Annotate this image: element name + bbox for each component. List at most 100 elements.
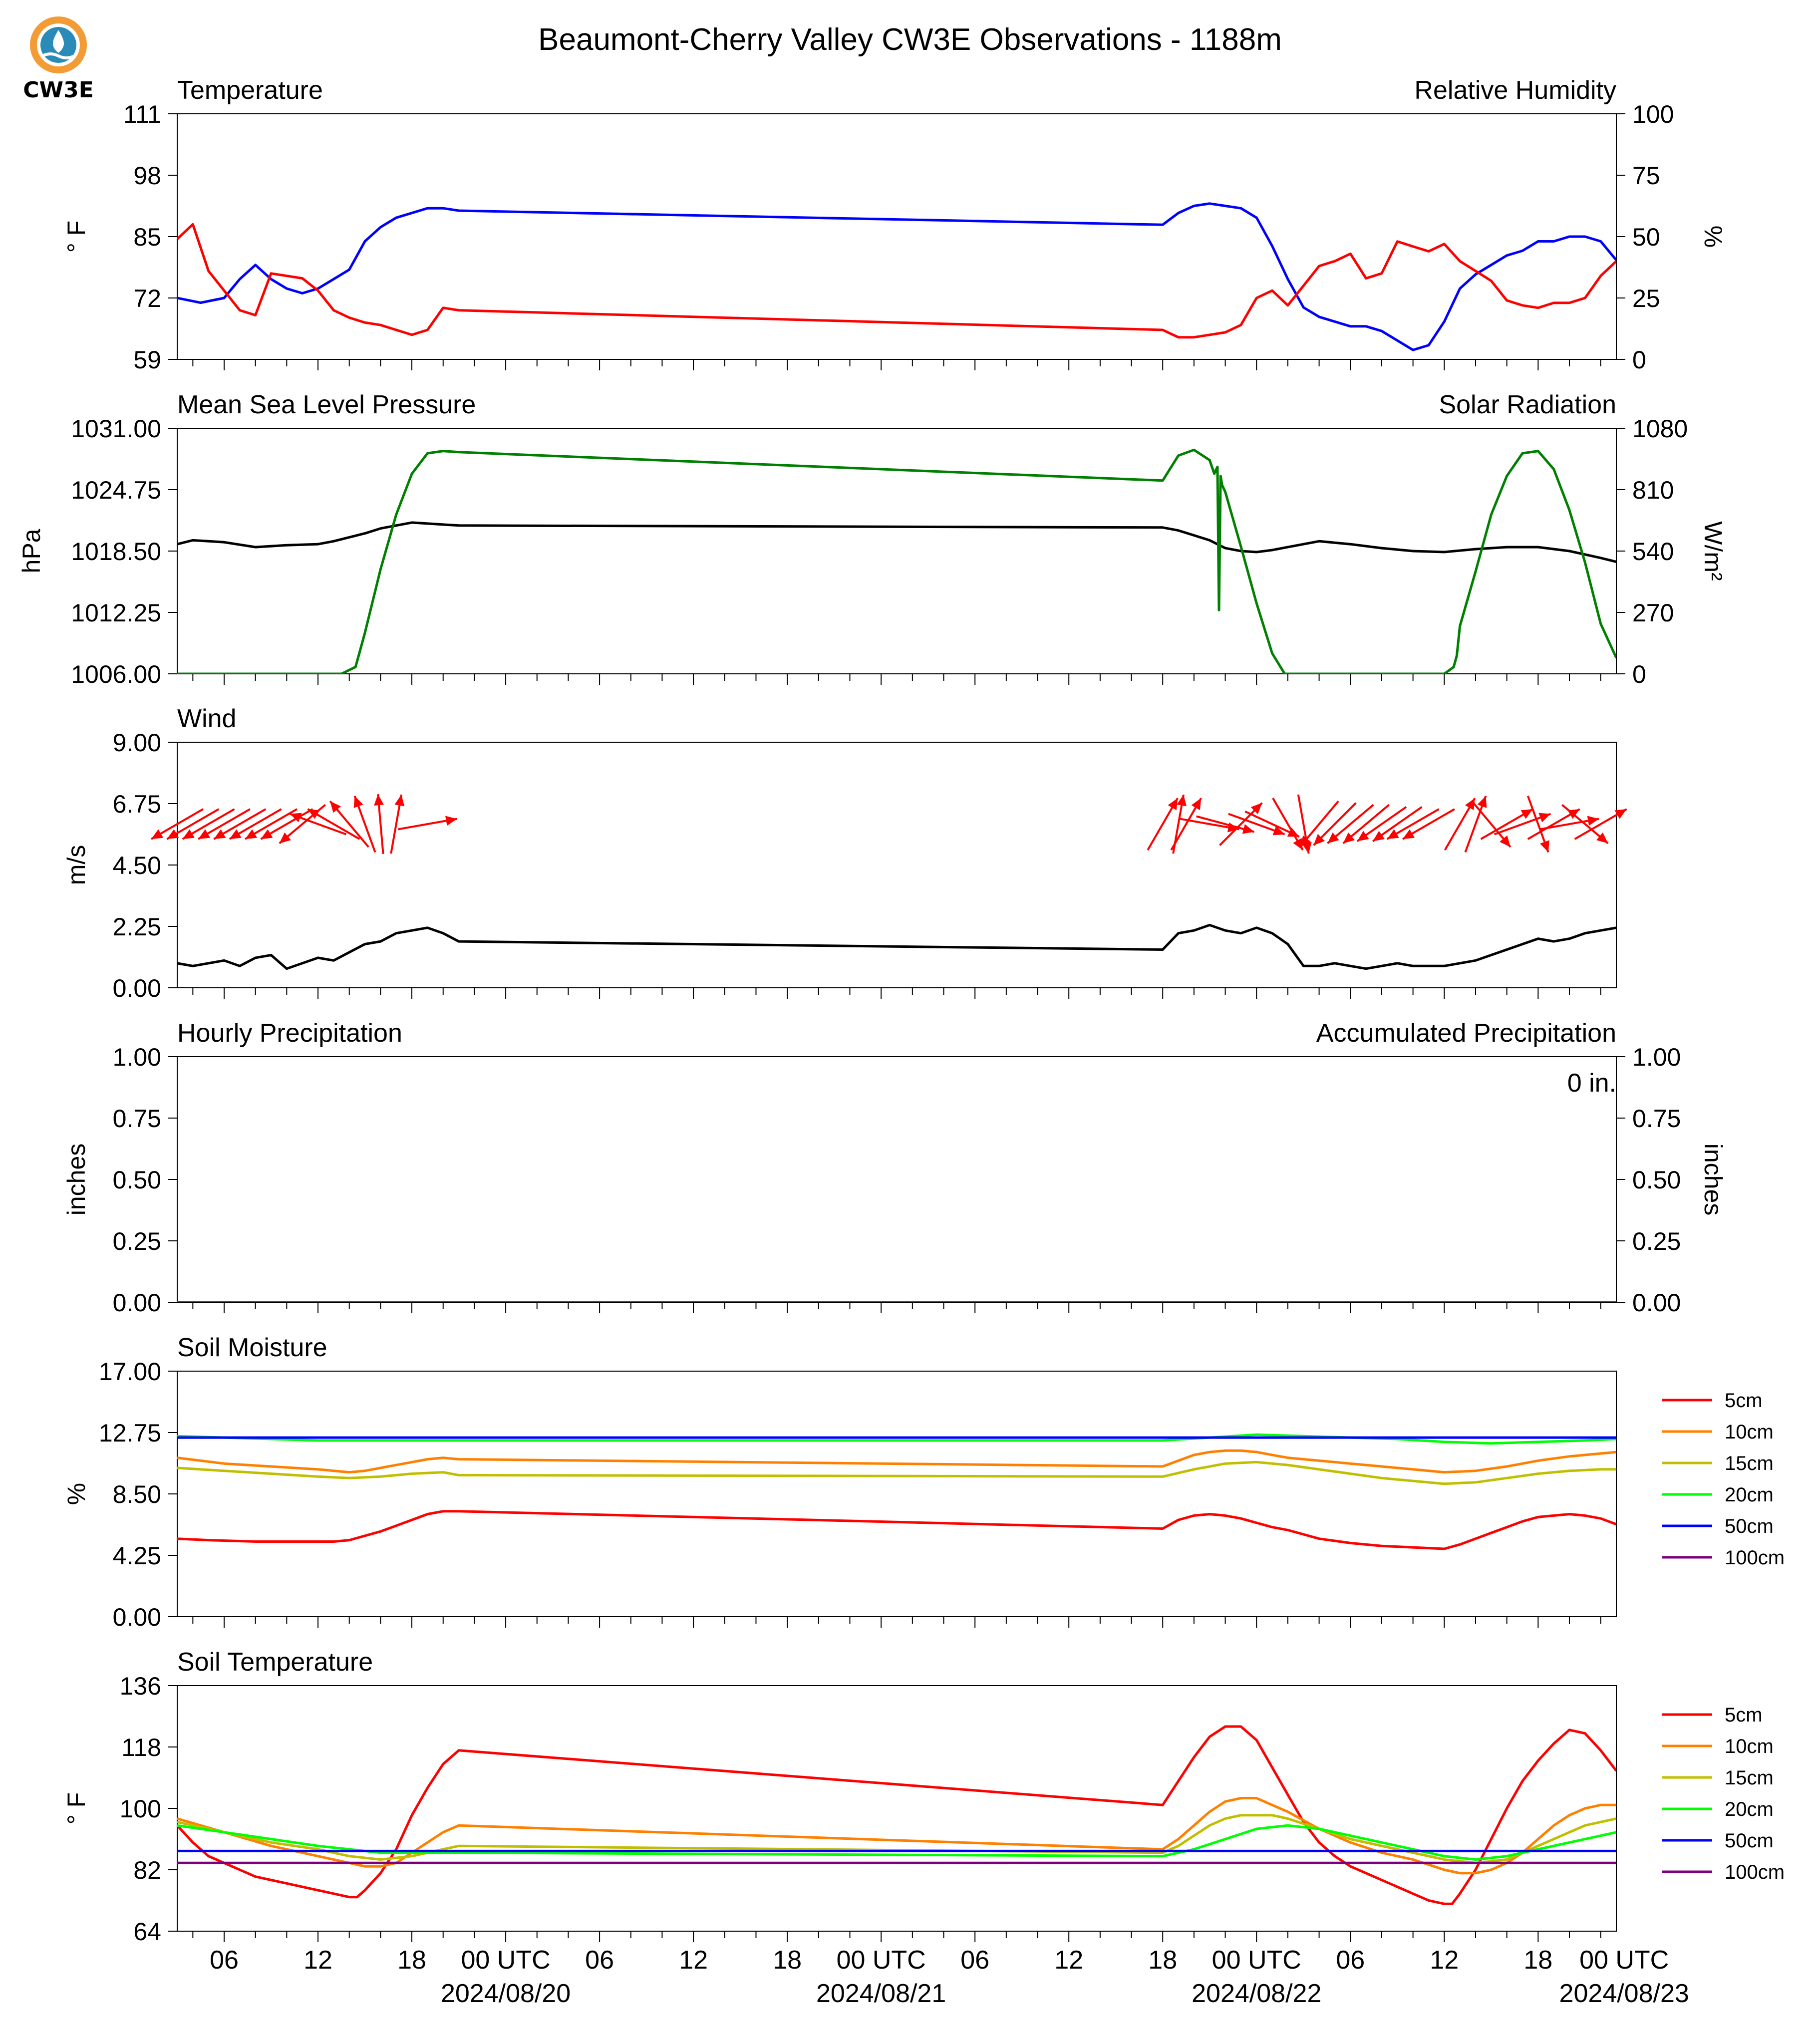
wind-arrow bbox=[1561, 804, 1609, 845]
panel-pressure_solar: Mean Sea Level Pressure Solar Radiation 10… bbox=[17, 390, 1727, 688]
wind-arrow bbox=[1228, 813, 1285, 836]
y-axis-label-right: inches bbox=[1699, 1144, 1727, 1216]
y-tick-label-left: 59 bbox=[133, 346, 161, 374]
y-axis-label-left: ° F bbox=[62, 221, 90, 253]
y-tick-label-right: 0 bbox=[1632, 346, 1646, 374]
wind-arrow bbox=[245, 808, 298, 840]
legend-label: 5cm bbox=[1725, 1390, 1763, 1412]
wind-arrow bbox=[353, 795, 376, 853]
y-tick-label-left: 85 bbox=[133, 223, 161, 251]
panels: Temperature Relative Humidity 111 98 85 72 59 1… bbox=[17, 76, 1785, 1946]
y-tick-label-left: 8.50 bbox=[113, 1480, 161, 1508]
wind-arrow bbox=[1327, 804, 1374, 845]
panel-soil_temp: Soil Temperature 136 118 100 82 64 ° F 5cm 10cm 1… bbox=[62, 1648, 1785, 1946]
y-tick-label-right: 0.25 bbox=[1632, 1227, 1681, 1255]
wind-arrow bbox=[1386, 808, 1440, 840]
legend: 5cm 10cm 15cm 20cm 50cm 100cm bbox=[1662, 1390, 1785, 1569]
x-tick-label: 18 bbox=[773, 1946, 802, 1975]
wind-arrow bbox=[1299, 800, 1339, 848]
x-tick-label: 06 bbox=[960, 1946, 989, 1975]
x-tick-label: 06 bbox=[210, 1946, 239, 1975]
y-tick-label-right: 50 bbox=[1632, 223, 1660, 251]
wind-arrow bbox=[1147, 798, 1179, 851]
panel-title-right: Relative Humidity bbox=[1414, 76, 1616, 105]
panel-title-right: Solar Radiation bbox=[1439, 390, 1616, 419]
y-tick-label-left: 4.25 bbox=[113, 1542, 161, 1570]
y-tick-label-left: 1012.25 bbox=[71, 599, 161, 627]
y-tick-label-left: 0.50 bbox=[113, 1166, 161, 1194]
legend-label: 100cm bbox=[1725, 1547, 1785, 1569]
x-tick-label: 12 bbox=[303, 1946, 332, 1975]
wind-arrow bbox=[229, 808, 282, 840]
legend-label: 15cm bbox=[1725, 1452, 1774, 1474]
y-tick-label-left: 64 bbox=[133, 1918, 161, 1946]
panel-title-left: Temperature bbox=[177, 76, 323, 105]
legend-label: 20cm bbox=[1725, 1484, 1774, 1506]
wind-arrow bbox=[213, 808, 267, 840]
y-axis-label-left: m/s bbox=[62, 845, 90, 885]
wind-arrow bbox=[1402, 808, 1455, 840]
legend-label: 15cm bbox=[1725, 1767, 1774, 1789]
y-tick-label-left: 100 bbox=[120, 1795, 161, 1823]
wind-arrow bbox=[151, 808, 204, 840]
wind-arrow bbox=[1480, 808, 1533, 840]
y-tick-label-left: 1024.75 bbox=[71, 476, 161, 504]
y-tick-label-left: 1018.50 bbox=[71, 538, 161, 566]
wind-arrow bbox=[1539, 816, 1599, 831]
y-tick-label-right: 0.75 bbox=[1632, 1105, 1681, 1133]
wind-arrow bbox=[1342, 804, 1390, 845]
x-tick-label: 18 bbox=[397, 1946, 426, 1975]
x-axis: 06 12 18 00 UTC 06 12 18 00 UTC 06 12 18 00 UTC 06 12… bbox=[210, 1946, 1689, 2008]
y-tick-label-right: 810 bbox=[1632, 476, 1674, 504]
panel-title-right: Accumulated Precipitation bbox=[1316, 1019, 1616, 1048]
series-line-15cm bbox=[177, 1814, 1616, 1864]
y-tick-label-left: 1006.00 bbox=[71, 660, 161, 688]
wind-arrow bbox=[307, 808, 360, 840]
legend-label: 20cm bbox=[1725, 1798, 1774, 1820]
wind-arrow bbox=[1356, 806, 1407, 843]
logo-wave-icon bbox=[41, 52, 75, 59]
series-line-20cm bbox=[177, 1433, 1616, 1445]
x-tick-label: 12 bbox=[1430, 1946, 1459, 1975]
page-title: Beaumont-Cherry Valley CW3E Observations… bbox=[538, 22, 1282, 57]
series-line-pressure_solar-0 bbox=[177, 521, 1616, 564]
wind-arrow bbox=[1464, 795, 1487, 853]
x-tick-label: 00 UTC bbox=[461, 1946, 550, 1975]
x-tick-label: 18 bbox=[1523, 1946, 1552, 1975]
y-axis-label-left: ° F bbox=[62, 1792, 90, 1824]
wind-arrow bbox=[1372, 806, 1423, 843]
y-axis-label-right: W/m² bbox=[1699, 521, 1727, 580]
x-date-label: 2024/08/23 bbox=[1559, 1979, 1689, 2008]
series-line-20cm bbox=[177, 1824, 1616, 1861]
legend: 5cm 10cm 15cm 20cm 50cm 100cm bbox=[1662, 1704, 1785, 1883]
y-axis-label-left: hPa bbox=[17, 529, 45, 573]
x-tick-label: 06 bbox=[1336, 1946, 1365, 1975]
y-tick-label-left: 82 bbox=[133, 1856, 161, 1884]
y-tick-label-left: 17.00 bbox=[99, 1358, 161, 1386]
x-date-label: 2024/08/22 bbox=[1192, 1979, 1321, 2008]
y-tick-label-right: 0 bbox=[1632, 660, 1646, 688]
wind-arrow bbox=[390, 794, 405, 854]
y-tick-label-left: 6.75 bbox=[113, 790, 161, 818]
cw3e-logo: CW3E bbox=[23, 16, 94, 103]
x-tick-label: 18 bbox=[1148, 1946, 1177, 1975]
y-tick-label-left: 118 bbox=[121, 1734, 161, 1761]
series-line-5cm bbox=[177, 1510, 1616, 1550]
series-line-pressure_solar-1 bbox=[177, 448, 1616, 674]
series-line-15cm bbox=[177, 1460, 1616, 1485]
y-tick-label-right: 0.00 bbox=[1632, 1289, 1681, 1317]
wind-arrow bbox=[198, 808, 251, 840]
y-tick-label-right: 25 bbox=[1632, 285, 1660, 312]
x-tick-label: 12 bbox=[679, 1946, 708, 1975]
y-tick-label-right: 540 bbox=[1632, 538, 1674, 566]
wind-arrow bbox=[166, 808, 220, 840]
legend-label: 50cm bbox=[1725, 1515, 1774, 1537]
wind-arrow bbox=[260, 808, 313, 840]
series-line-5cm bbox=[177, 1725, 1616, 1905]
wind-arrow bbox=[289, 813, 347, 836]
y-tick-label-left: 9.00 bbox=[113, 729, 161, 757]
wind-arrow bbox=[182, 808, 235, 840]
accumulated-total: 0 in. bbox=[1567, 1069, 1616, 1098]
panel-title-left: Wind bbox=[177, 704, 236, 733]
